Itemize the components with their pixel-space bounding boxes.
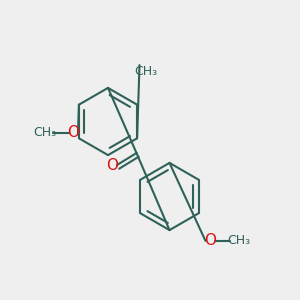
Text: O: O [68, 125, 80, 140]
Text: CH₃: CH₃ [134, 64, 157, 78]
Text: CH₃: CH₃ [227, 234, 250, 248]
Text: O: O [204, 233, 216, 248]
Text: O: O [106, 158, 119, 172]
Text: CH₃: CH₃ [33, 126, 57, 139]
